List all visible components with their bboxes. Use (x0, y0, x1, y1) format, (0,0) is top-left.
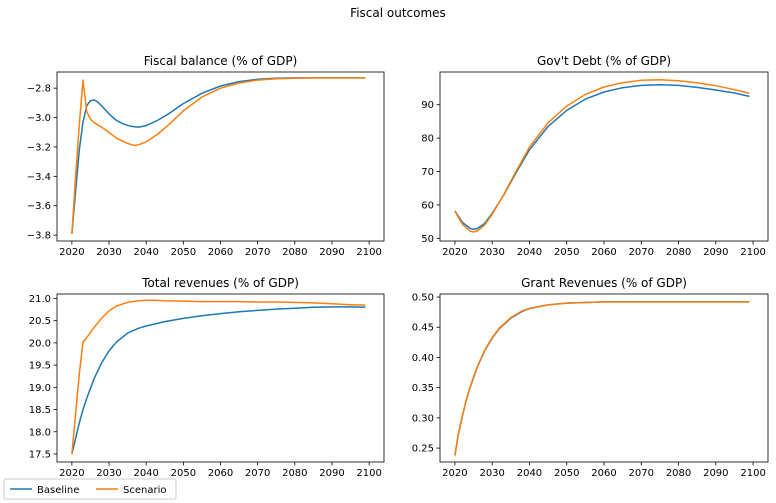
x-tick-label: 2080 (666, 468, 691, 479)
x-tick-label: 2080 (282, 468, 307, 479)
x-tick-label: 2050 (171, 468, 196, 479)
y-tick-label: 0.40 (412, 353, 434, 364)
y-tick-label: 19.0 (29, 383, 51, 394)
x-tick-label: 2060 (591, 247, 616, 258)
y-tick-label: 17.5 (29, 450, 51, 461)
x-tick-label: 2040 (517, 468, 542, 479)
x-tick-label: 2070 (245, 468, 270, 479)
series-line-baseline (71, 306, 366, 455)
x-tick-label: 2030 (479, 468, 504, 479)
x-tick-label: 2080 (666, 247, 691, 258)
y-tick-label: −3.4 (27, 172, 51, 183)
series-line-scenario (71, 299, 366, 455)
y-tick-label: 70 (421, 167, 434, 178)
x-tick-label: 2090 (703, 468, 728, 479)
y-tick-label: 80 (421, 134, 434, 145)
axes-frame (56, 293, 385, 463)
y-tick-label: 20.5 (29, 316, 51, 327)
y-tick-label: 0.45 (412, 323, 434, 334)
y-tick-label: 0.25 (412, 444, 434, 455)
x-tick-label: 2060 (591, 468, 616, 479)
x-tick-label: 2070 (629, 468, 654, 479)
subplot-grant-revenues: Grant Revenues (% of GDP) 2020 2030 2040 205… (412, 276, 769, 479)
x-tick-label: 2030 (96, 247, 121, 258)
x-tick-label: 2090 (319, 247, 344, 258)
y-tick-label: −3.0 (27, 113, 51, 124)
subplot-title-grant-revenues: Grant Revenues (% of GDP) (521, 276, 687, 290)
series-line-scenario (454, 78, 750, 233)
y-tick-label: −3.2 (27, 142, 51, 153)
subplot-fiscal-balance: Fiscal balance (% of GDP) 2020 2030 2040 205… (27, 54, 385, 258)
axes-frame (439, 71, 769, 242)
series-line-baseline (71, 77, 366, 234)
x-tick-label: 2050 (171, 247, 196, 258)
x-tick-label: 2090 (319, 468, 344, 479)
y-tick-label: 90 (421, 100, 434, 111)
x-tick-label: 2040 (133, 468, 158, 479)
y-tick-label: 18.0 (29, 427, 51, 438)
x-tick-label: 2030 (96, 468, 121, 479)
x-tick-label: 2030 (479, 247, 504, 258)
x-tick-label: 2020 (442, 468, 467, 479)
axes-frame (439, 293, 769, 463)
figure-suptitle: Fiscal outcomes (350, 6, 446, 20)
y-tick-label: 19.5 (29, 361, 51, 372)
x-tick-label: 2050 (554, 247, 579, 258)
x-tick-label: 2090 (703, 247, 728, 258)
legend-label-baseline: Baseline (37, 485, 79, 496)
y-tick-label: 60 (421, 200, 434, 211)
y-tick-label: 20.0 (29, 338, 51, 349)
series-line-scenario (454, 301, 750, 456)
x-tick-label: 2040 (517, 247, 542, 258)
subplot-title-fiscal-balance: Fiscal balance (% of GDP) (144, 54, 298, 68)
x-tick-label: 2050 (554, 468, 579, 479)
y-tick-label: 0.50 (412, 293, 434, 304)
y-tick-label: −3.6 (27, 201, 51, 212)
x-tick-label: 2100 (356, 247, 381, 258)
x-tick-label: 2060 (208, 247, 233, 258)
y-tick-label: 0.35 (412, 383, 434, 394)
subplot-title-govt-debt: Gov't Debt (% of GDP) (537, 54, 671, 68)
y-tick-label: −2.8 (27, 84, 51, 95)
x-tick-label: 2100 (356, 468, 381, 479)
x-tick-label: 2020 (442, 247, 467, 258)
subplot-govt-debt: Gov't Debt (% of GDP) 2020 2030 2040 2050 206… (421, 54, 769, 258)
legend-label-scenario: Scenario (123, 485, 166, 496)
y-tick-label: −3.8 (27, 231, 51, 242)
subplot-grid: Fiscal balance (% of GDP) 2020 2030 2040 205… (27, 54, 769, 479)
x-tick-label: 2070 (245, 247, 270, 258)
x-tick-label: 2020 (59, 247, 84, 258)
series-line-baseline (454, 301, 750, 456)
x-tick-label: 2080 (282, 247, 307, 258)
axes-frame (56, 71, 385, 242)
x-tick-label: 2040 (133, 247, 158, 258)
y-tick-label: 0.30 (412, 413, 434, 424)
x-tick-label: 2020 (59, 468, 84, 479)
subplot-total-revenues: Total revenues (% of GDP) 2020 2030 2040 205… (29, 276, 385, 479)
series-line-baseline (454, 83, 750, 231)
legend-frame (3, 478, 177, 500)
x-tick-label: 2070 (629, 247, 654, 258)
subplot-title-total-revenues: Total revenues (% of GDP) (141, 276, 299, 290)
x-tick-label: 2100 (740, 468, 765, 479)
y-tick-label: 50 (421, 234, 434, 245)
y-tick-label: 21.0 (29, 294, 51, 305)
legend: Baseline Scenario (3, 478, 177, 500)
series-line-scenario (71, 77, 366, 234)
y-tick-label: 18.5 (29, 405, 51, 416)
x-tick-label: 2100 (740, 247, 765, 258)
x-tick-label: 2060 (208, 468, 233, 479)
